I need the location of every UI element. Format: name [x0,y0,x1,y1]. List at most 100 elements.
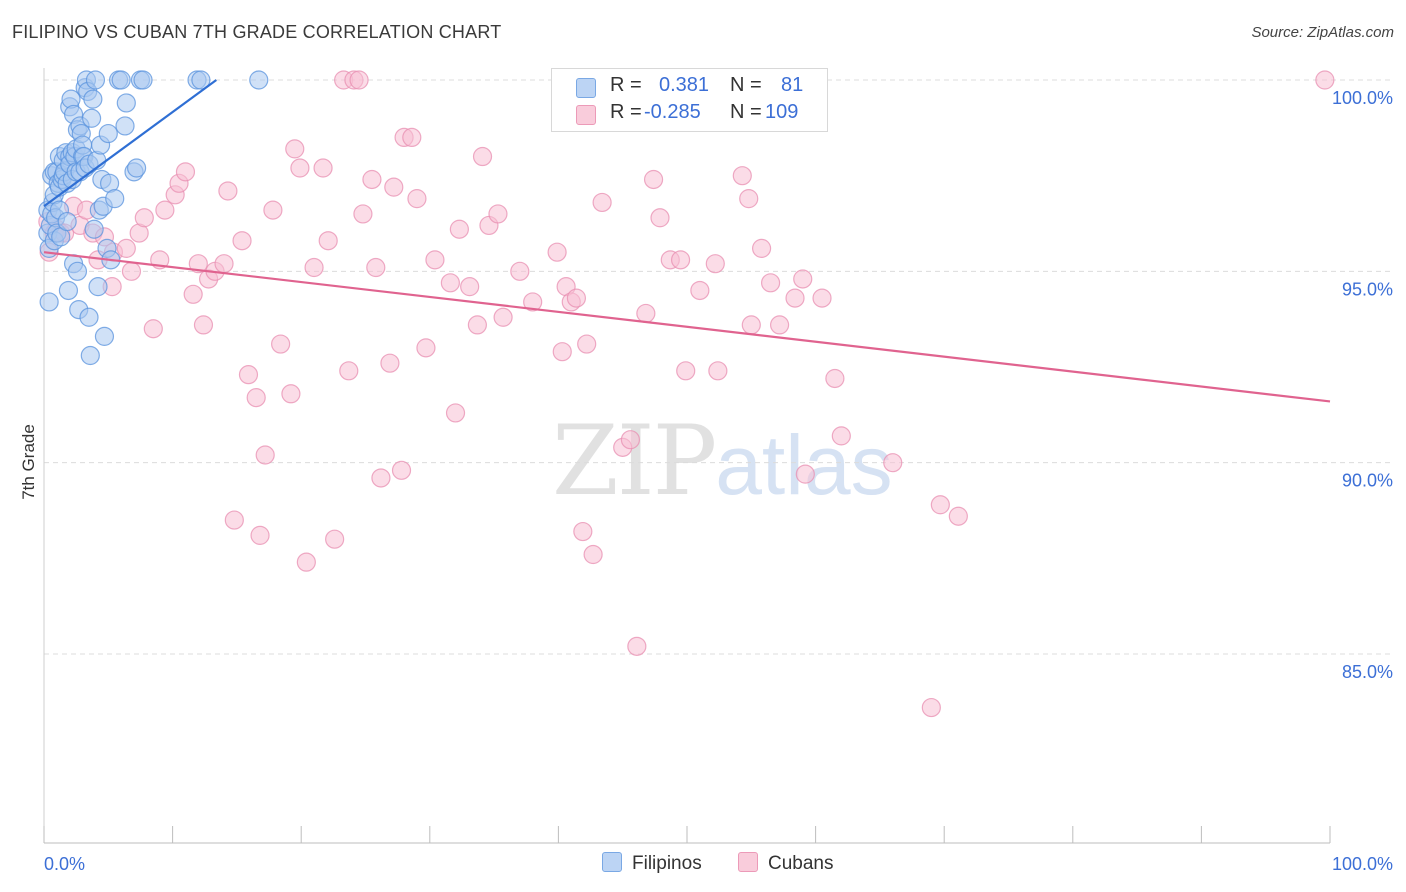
filipino-legend-label: Filipinos [632,853,702,874]
cuban-point [650,208,670,228]
cuban-point [676,361,696,381]
cuban-point [313,158,333,178]
cuban-point [121,261,142,281]
cuban-point [769,315,790,335]
cuban-point [296,552,316,572]
cuban-point [573,521,593,542]
source-label: Source: ZipAtlas.com [1251,24,1394,41]
cuban-point [183,284,203,304]
filipino-point [88,277,108,297]
cuban-point [143,319,163,339]
filipino-point [81,108,102,128]
cuban-point [384,177,404,197]
cuban-point [402,127,422,147]
filipino-point [126,158,147,178]
cuban-point [304,257,324,278]
cuban-point [188,254,208,274]
y-tick-label: 95.0% [1342,279,1393,299]
filipino-point [84,219,104,239]
cuban-point [760,273,781,293]
filipino-point [105,189,125,209]
filipino-point [191,70,211,90]
cuban-point [325,529,345,549]
cuban-point [785,288,805,308]
cuban-point [214,254,234,274]
filipino-point [249,70,269,90]
filipino-legend-swatch [602,852,622,872]
chart-title: FILIPINO VS CUBAN 7TH GRADE CORRELATION … [12,22,502,42]
cuban-point [440,273,460,293]
x-tick-label: 0.0% [44,854,85,874]
cuban-point [825,368,845,389]
filipino-point [83,89,103,109]
filipino-point [39,292,59,312]
cuban-point [708,361,728,381]
filipino-point [116,93,136,113]
filipino-point [57,211,77,232]
cuban-point [493,307,513,327]
cuban-point [1315,70,1335,90]
cuban-point [366,257,386,278]
legend-n-value: 81 [781,74,804,96]
cuban-point [134,208,154,228]
filipino-point [79,307,99,327]
cuban-point [741,315,761,335]
x-tick-label: 100.0% [1332,854,1393,874]
cuban-point [643,169,664,190]
legend-n-label: N = [730,101,762,123]
filipino-point [133,70,153,90]
watermark-zip: ZIP [552,405,717,517]
cuban-point [732,166,752,186]
cuban-point [510,261,530,281]
legend-row-filipinos: R = 0.381 N = 81 [552,74,827,100]
cuban-legend-swatch [738,852,758,872]
cuban-point [705,254,725,274]
cuban-point [592,192,612,213]
cuban-point [793,269,813,289]
filipino-point [58,280,79,301]
cuban-point [238,365,259,385]
cuban-point [263,200,283,220]
cuban-point [523,292,543,312]
cuban-legend-label: Cubans [768,853,834,874]
legend-n-label: N = [730,74,762,96]
cuban-point [620,430,641,450]
legend-r-value: -0.285 [644,101,701,123]
cuban-point [425,250,445,270]
legend-r-value: 0.381 [659,74,710,96]
legend-n-value: 109 [765,101,799,123]
cuban-point [232,231,252,251]
cuban-point [255,445,275,465]
cuban-point [449,219,469,239]
cuban-point [472,146,493,167]
cuban-point [552,342,572,362]
watermark: ZIPatlas [552,405,893,517]
cuban-point [349,70,369,90]
cuban-point [380,353,400,373]
filipino-point [67,261,88,281]
cuban-point [339,361,359,381]
cuban-point [271,334,291,354]
cuban-point [224,510,244,530]
filipino-trend-line [43,79,217,208]
cuban-point [460,277,480,297]
cuban-point [116,238,136,258]
y-axis-label: 7th Grade [19,424,38,500]
cuban-point [391,460,412,480]
cuban-point [627,636,647,656]
cuban-point [175,162,196,182]
cuban-swatch [576,105,596,125]
cuban-point [812,288,832,308]
filipino-point [115,116,135,136]
cuban-point [353,204,373,224]
filipino-swatch [576,78,596,98]
cuban-point [250,525,270,545]
cuban-trend-line [43,251,1331,403]
filipino-point [98,123,118,144]
cuban-point [371,468,391,488]
cuban-point [930,495,950,515]
cuban-point [883,453,903,473]
y-tick-label: 90.0% [1342,471,1393,491]
cuban-point [218,181,238,201]
